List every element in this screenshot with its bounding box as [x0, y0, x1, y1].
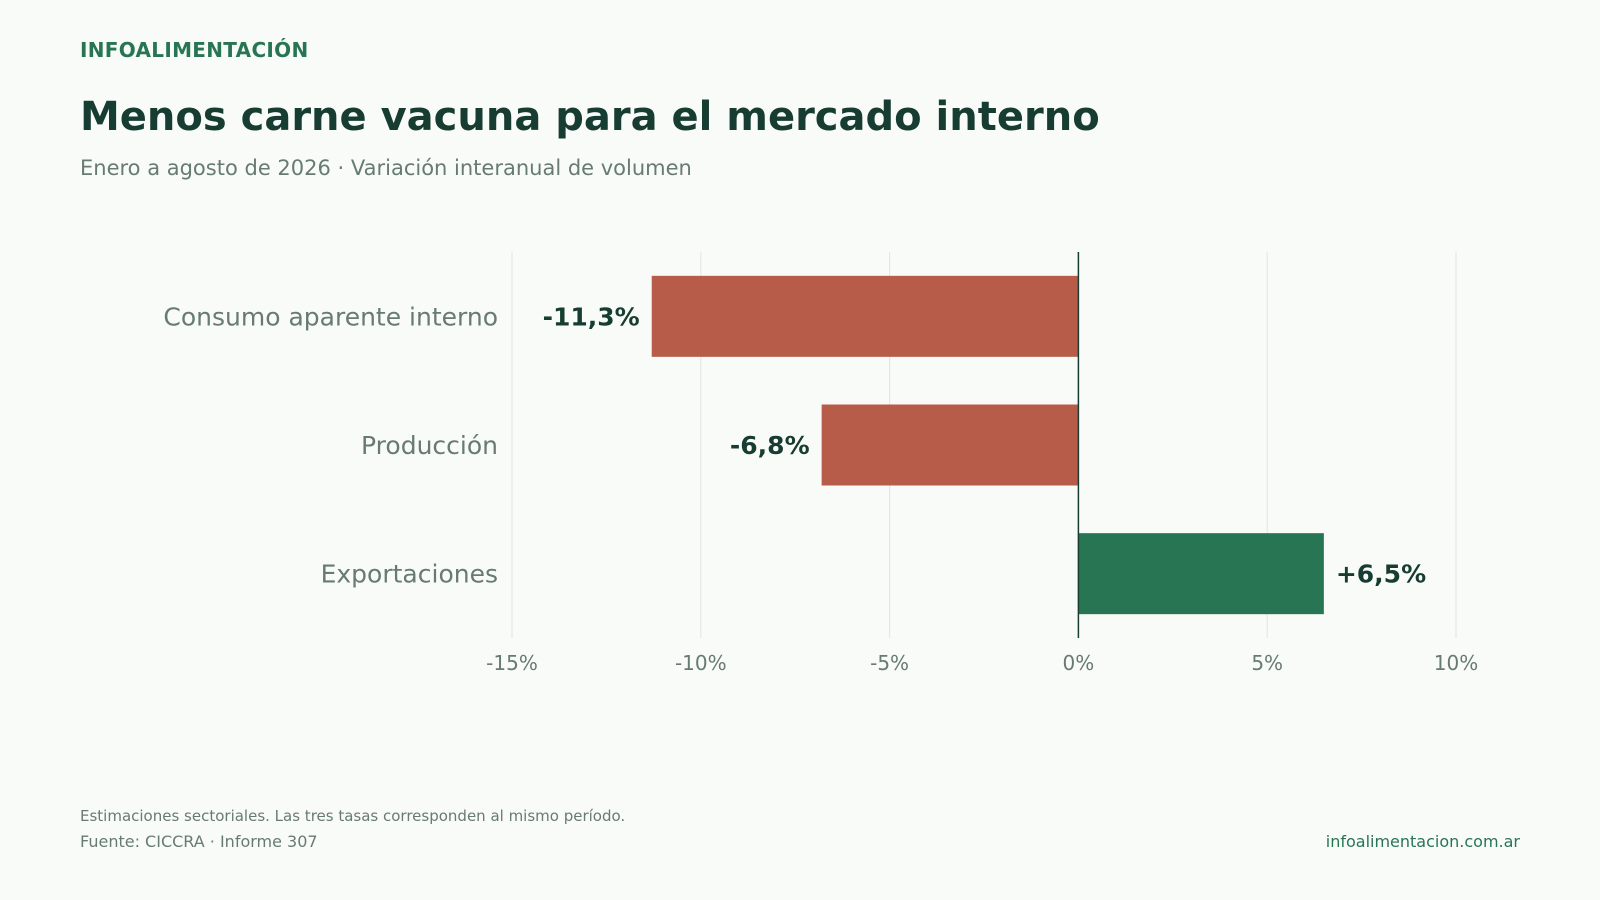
chart-title: Menos carne vacuna para el mercado inter… [80, 94, 1100, 140]
site-link[interactable]: infoalimentacion.com.ar [1325, 832, 1520, 851]
x-tick-label: 5% [1251, 651, 1283, 675]
bar [1078, 533, 1324, 615]
category-label: Exportaciones [321, 560, 498, 589]
brand-label: INFOALIMENTACIÓN [80, 38, 309, 62]
value-label: +6,5% [1336, 560, 1426, 589]
x-tick-label: -10% [675, 651, 727, 675]
category-label: Consumo aparente interno [163, 302, 498, 331]
bars [651, 252, 1324, 638]
category-label: Producción [361, 431, 498, 460]
bar [821, 404, 1079, 486]
source-note: Fuente: CICCRA · Informe 307 [80, 832, 318, 851]
x-tick-label: 10% [1434, 651, 1478, 675]
labels: -15% -10% -5% 0% 5% 10% Consumo aparente inter… [163, 302, 1478, 675]
footnote: Estimaciones sectoriales. Las tres tasas… [80, 807, 626, 825]
x-tick-label: -15% [486, 651, 538, 675]
value-label: -6,8% [730, 431, 810, 460]
value-label: -11,3% [543, 302, 640, 331]
chart-subtitle: Enero a agosto de 2026 · Variación inter… [80, 156, 692, 180]
x-tick-label: 0% [1063, 651, 1095, 675]
x-tick-label: -5% [870, 651, 909, 675]
bar [651, 275, 1079, 357]
